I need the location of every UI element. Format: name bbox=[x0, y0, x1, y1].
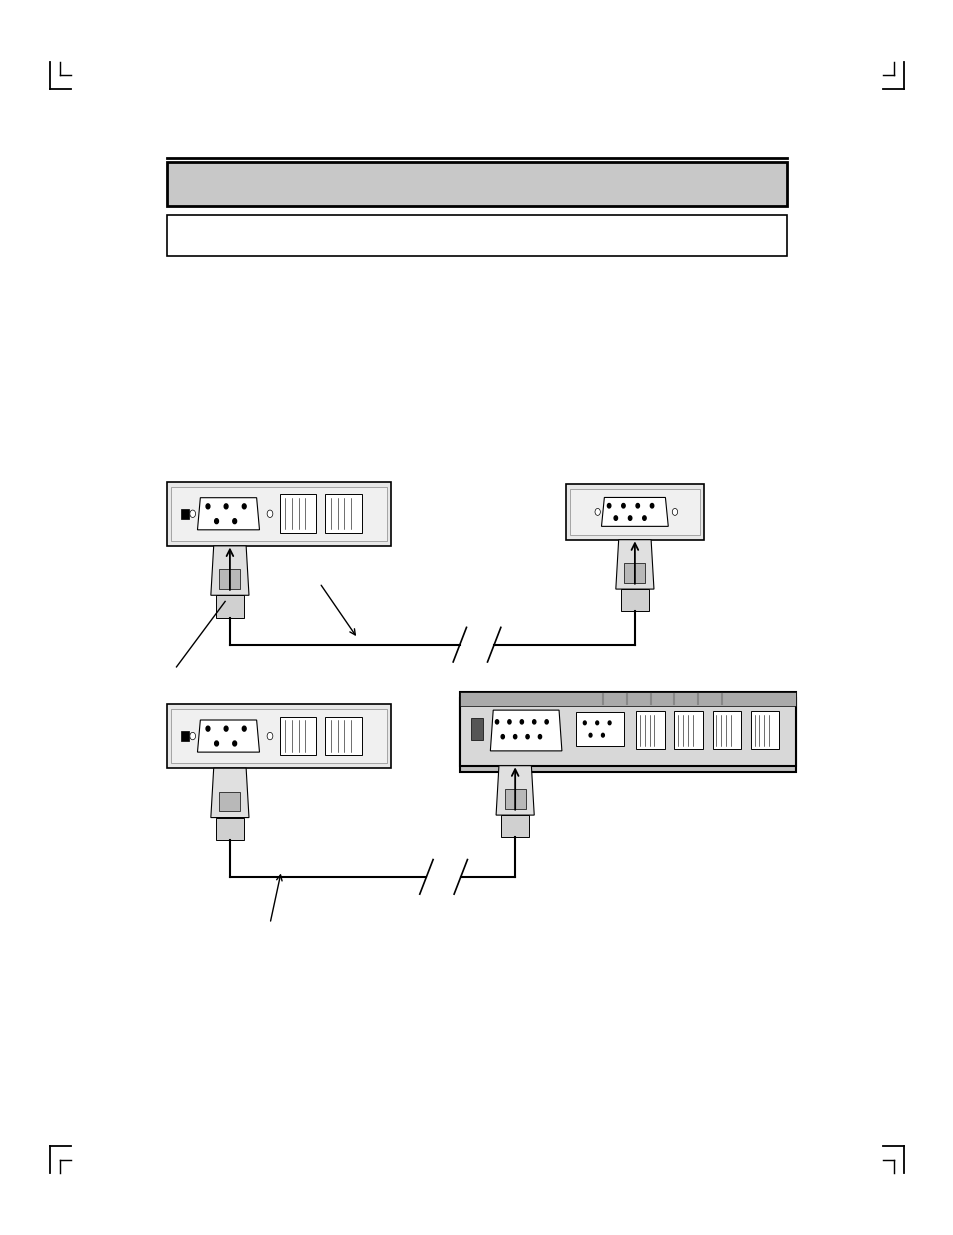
Circle shape bbox=[595, 721, 598, 725]
Circle shape bbox=[500, 735, 504, 739]
Bar bbox=[459, 692, 795, 706]
Circle shape bbox=[513, 735, 517, 739]
Circle shape bbox=[595, 509, 599, 515]
Circle shape bbox=[650, 504, 653, 508]
Polygon shape bbox=[197, 498, 259, 530]
Bar bbox=[325, 494, 361, 534]
Circle shape bbox=[224, 726, 228, 731]
Circle shape bbox=[242, 504, 246, 509]
Circle shape bbox=[582, 721, 585, 725]
Circle shape bbox=[495, 720, 498, 724]
Bar bbox=[219, 569, 240, 589]
Bar bbox=[459, 692, 795, 766]
Polygon shape bbox=[211, 546, 249, 595]
Circle shape bbox=[267, 510, 273, 517]
Polygon shape bbox=[211, 768, 249, 818]
Circle shape bbox=[537, 735, 541, 739]
Circle shape bbox=[588, 734, 591, 737]
Bar bbox=[565, 484, 703, 540]
Polygon shape bbox=[197, 720, 259, 752]
Bar bbox=[167, 215, 786, 256]
Bar bbox=[576, 713, 623, 746]
Bar bbox=[215, 595, 244, 618]
Polygon shape bbox=[490, 710, 561, 751]
Circle shape bbox=[267, 732, 273, 740]
Circle shape bbox=[214, 741, 218, 746]
Circle shape bbox=[544, 720, 548, 724]
Bar bbox=[171, 709, 387, 763]
Polygon shape bbox=[496, 766, 534, 815]
Circle shape bbox=[636, 504, 639, 508]
Bar bbox=[181, 509, 189, 519]
Bar bbox=[712, 711, 740, 750]
Circle shape bbox=[519, 720, 523, 724]
Bar bbox=[674, 711, 702, 750]
Bar bbox=[167, 162, 786, 206]
Bar bbox=[459, 698, 795, 772]
Bar bbox=[471, 718, 482, 740]
Bar bbox=[181, 731, 189, 741]
Circle shape bbox=[233, 519, 236, 524]
Circle shape bbox=[621, 504, 624, 508]
Circle shape bbox=[242, 726, 246, 731]
Bar bbox=[279, 716, 315, 756]
Circle shape bbox=[672, 509, 677, 515]
Circle shape bbox=[507, 720, 511, 724]
Bar bbox=[636, 711, 664, 750]
Bar bbox=[215, 818, 244, 840]
Circle shape bbox=[190, 732, 195, 740]
Circle shape bbox=[628, 516, 631, 520]
Bar bbox=[167, 482, 391, 546]
Circle shape bbox=[233, 741, 236, 746]
Circle shape bbox=[214, 519, 218, 524]
Bar bbox=[623, 563, 644, 583]
Polygon shape bbox=[600, 498, 667, 526]
Polygon shape bbox=[616, 540, 653, 589]
Bar bbox=[500, 815, 529, 837]
Circle shape bbox=[525, 735, 529, 739]
Bar bbox=[504, 789, 525, 809]
Bar bbox=[167, 704, 391, 768]
Circle shape bbox=[608, 721, 611, 725]
Circle shape bbox=[190, 510, 195, 517]
Circle shape bbox=[532, 720, 536, 724]
Circle shape bbox=[614, 516, 617, 520]
Circle shape bbox=[206, 726, 210, 731]
Circle shape bbox=[600, 734, 604, 737]
Bar bbox=[171, 487, 387, 541]
Circle shape bbox=[607, 504, 610, 508]
Bar bbox=[219, 792, 240, 811]
Bar bbox=[279, 494, 315, 534]
Bar bbox=[750, 711, 779, 750]
Circle shape bbox=[642, 516, 645, 520]
Bar bbox=[325, 716, 361, 756]
Circle shape bbox=[224, 504, 228, 509]
Bar bbox=[569, 489, 700, 535]
Bar bbox=[619, 589, 648, 611]
Circle shape bbox=[206, 504, 210, 509]
